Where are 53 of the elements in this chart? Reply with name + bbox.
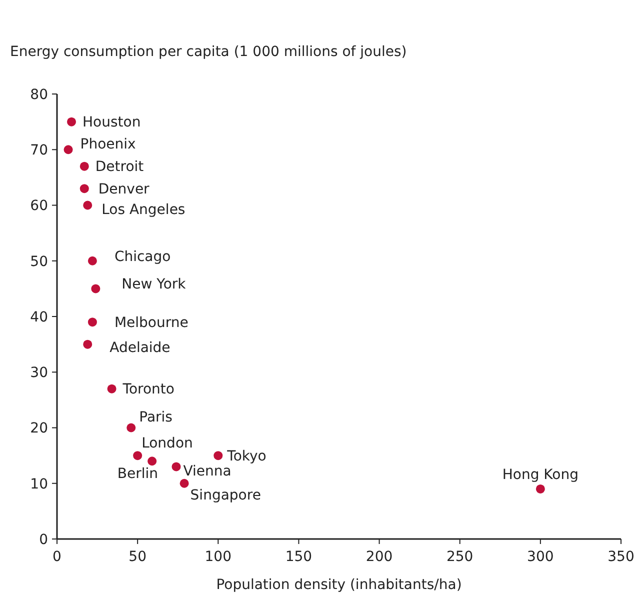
point (67, 117, 76, 126)
y-tick-label: 50 (30, 254, 48, 270)
series-label: Los Angeles (102, 202, 186, 218)
point (107, 384, 116, 394)
point (80, 184, 89, 194)
series-label: Tokyo (226, 448, 266, 464)
series-label: Vienna (183, 464, 232, 480)
y-tick-label: 0 (39, 532, 48, 548)
x-tick-label: 100 (204, 549, 232, 565)
point (83, 340, 92, 349)
point (80, 162, 89, 171)
point (88, 256, 97, 266)
x-tick-label: 150 (285, 549, 312, 565)
series-label: Phoenix (80, 136, 136, 153)
y-tick-label: 60 (30, 198, 48, 214)
y-tick-label: 20 (30, 420, 48, 437)
x-tick-label: 50 (128, 549, 146, 565)
point (133, 451, 142, 460)
y-tick-label: 70 (30, 142, 48, 159)
series-label: Hong Kong (502, 466, 578, 483)
point (172, 462, 181, 472)
point (88, 318, 97, 327)
point (64, 145, 73, 154)
y-tick-label: 80 (30, 86, 48, 103)
point (83, 200, 92, 210)
point (148, 456, 157, 466)
series-label: Detroit (95, 159, 144, 176)
series-label: Chicago (114, 248, 171, 265)
x-tick-label: 300 (527, 549, 554, 565)
x-tick-label: 200 (366, 549, 393, 565)
series-label: Paris (139, 410, 172, 426)
x-tick-label: 350 (608, 549, 634, 565)
x-tick-label: 250 (446, 549, 474, 565)
point (180, 478, 189, 488)
series-label: London (142, 435, 193, 452)
point (91, 284, 100, 294)
series-label: Denver (98, 181, 150, 198)
y-tick-label: 10 (30, 476, 48, 492)
point (214, 451, 223, 460)
point (126, 423, 136, 432)
series-label: Houston (82, 114, 141, 131)
y-tick-label: 30 (30, 365, 48, 382)
point (536, 484, 545, 494)
series-label: Melbourne (114, 314, 188, 331)
y-tick-label: 40 (30, 309, 48, 326)
y-axis-title: Energy consumption per capita (1 000 millions of joules) (10, 44, 407, 60)
series-label: Singapore (190, 487, 261, 504)
x-tick-label: 0 (52, 549, 62, 565)
series-label: Adelaide (110, 340, 170, 356)
series-label: New York (122, 276, 187, 293)
x-axis-title: Population density (inhabitants/ha) (216, 577, 462, 593)
series-label: Berlin (117, 466, 158, 482)
series-label: Toronto (122, 382, 174, 398)
